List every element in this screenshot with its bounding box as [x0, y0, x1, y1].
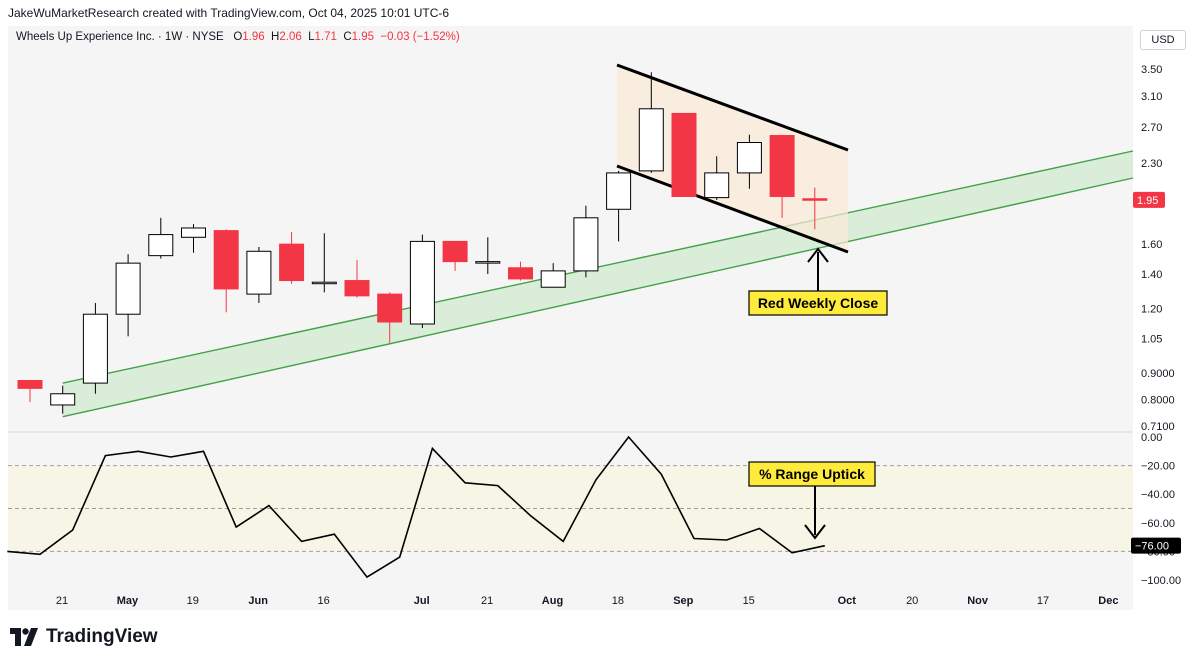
oscillator-tick-label: −20.00: [1141, 461, 1175, 473]
support-band-fill: [62, 151, 1134, 417]
candle-body: [17, 380, 43, 389]
time-tick-label: Oct: [838, 595, 857, 607]
channel-layer: [616, 63, 849, 254]
ohlc-high-value: 2.06: [279, 31, 302, 43]
candle-body: [638, 108, 664, 172]
last-price-label: 1.95: [1137, 195, 1158, 207]
time-tick-label: 20: [906, 595, 918, 607]
candle-body: [671, 112, 697, 197]
candle-body: [540, 270, 566, 288]
candle-body: [246, 250, 272, 295]
time-tick-label: 15: [743, 595, 755, 607]
time-tick-label: 19: [187, 595, 199, 607]
candle-body: [409, 240, 435, 325]
last-price-tag: [1133, 191, 1165, 208]
candle-body: [475, 261, 501, 264]
support-band-lower-line: [62, 177, 1134, 418]
candle-body: [606, 172, 632, 210]
candle-body: [311, 281, 337, 285]
oscillator-band-layer: [8, 431, 1133, 552]
price-tick-label: 1.40: [1141, 269, 1162, 281]
channel-fill: [617, 65, 848, 252]
time-tick-label: Nov: [967, 595, 989, 607]
oscillator-last-value-tag: [1131, 537, 1181, 554]
price-tick-label: 0.8000: [1141, 394, 1175, 406]
symbol-name: Wheels Up Experience Inc. · 1W · NYSE: [16, 31, 224, 43]
callout-box-range-uptick: [748, 461, 876, 487]
candle-body: [704, 172, 730, 199]
oscillator-tick-label: 0.00: [1141, 432, 1162, 444]
time-axis: 21 May 19 Jun 16 Jul 21 Aug 18 Sep 15 Oct 20 Nov 17 Dec: [56, 595, 1119, 607]
price-axis: 0.7100 0.8000 0.9000 1.05 1.20 1.40 1.60 2.30 2.…: [1133, 64, 1175, 433]
candle-body: [344, 280, 370, 297]
time-tick-label: Dec: [1098, 595, 1118, 607]
ohlc-close-value: 1.95: [351, 31, 375, 43]
price-tick-label: 2.70: [1141, 122, 1162, 134]
symbol-legend: Wheels Up Experience Inc. · 1W · NYSE O1…: [16, 31, 460, 43]
oscillator-tick-label: −100.00: [1141, 575, 1181, 587]
ohlc-low-label: L: [308, 31, 315, 43]
candle-body: [148, 234, 174, 257]
time-tick-label: 21: [481, 595, 493, 607]
time-tick-label: Aug: [542, 595, 563, 607]
price-tick-label: 3.50: [1141, 64, 1162, 76]
oscillator-tick-label: −60.00: [1141, 518, 1175, 530]
time-tick-label: Jun: [248, 595, 268, 607]
oscillator-tick-label: −40.00: [1141, 489, 1175, 501]
time-tick-label: 21: [56, 595, 68, 607]
tradingview-logo-icon: [10, 628, 38, 646]
ohlc-open-label: O: [233, 31, 243, 43]
candle-body: [573, 217, 599, 272]
price-tick-label: 0.9000: [1141, 368, 1175, 380]
time-tick-label: 16: [317, 595, 329, 607]
price-tick-label: 1.20: [1141, 304, 1162, 316]
candle-body: [50, 393, 76, 406]
callout-box-red-weekly-close: [748, 290, 888, 316]
callout-arrow-head: [807, 247, 829, 263]
ohlc-low-value: 1.71: [314, 31, 337, 43]
callout-text-range-uptick: % Range Uptick: [759, 466, 865, 482]
candle-body: [802, 198, 828, 201]
price-tick-label: 3.10: [1141, 91, 1162, 103]
candles-layer: [17, 72, 828, 414]
ohlc-open-value: 1.96: [242, 31, 265, 43]
time-tick-label: Jul: [414, 595, 430, 607]
price-tick-label: 1.60: [1141, 239, 1162, 251]
price-tick-label: 2.30: [1141, 158, 1162, 170]
candle-body: [442, 240, 468, 263]
oscillator-series-line: [7, 435, 825, 579]
oscillator-axis: 0.00−20.00−40.00−60.00−80.00−100.00−76.0…: [1131, 432, 1181, 587]
callout-arrow-head: [804, 524, 826, 540]
time-tick-label: 18: [612, 595, 624, 607]
tradingview-logo[interactable]: TradingView: [10, 624, 158, 650]
time-tick-label: 17: [1037, 595, 1049, 607]
ohlc-close-label: C: [343, 31, 352, 43]
oscillator-last-value-label: −76.00: [1135, 541, 1169, 553]
chart-credit: JakeWuMarketResearch created with Tradin…: [8, 6, 450, 20]
callout-text-red-weekly-close: Red Weekly Close: [758, 295, 879, 311]
price-tick-label: 0.7100: [1141, 421, 1175, 433]
price-tick-label: 1.05: [1141, 333, 1162, 345]
ohlc-change-value: −0.03 (−1.52%): [380, 31, 460, 43]
time-tick-label: Sep: [673, 595, 693, 607]
candle-body: [279, 243, 305, 282]
candle-body: [213, 230, 239, 290]
candle-body: [377, 293, 403, 323]
callouts-layer: Red Weekly Close % Range Uptick: [748, 247, 888, 540]
ohlc-high-label: H: [271, 31, 280, 43]
currency-selector[interactable]: USD: [1140, 30, 1186, 50]
candle-body: [181, 227, 206, 238]
candle-body: [736, 142, 762, 174]
candle-body: [115, 262, 141, 315]
oscillator-line-layer: [7, 435, 825, 579]
channel-upper-line: [616, 63, 849, 152]
candle-body: [508, 267, 533, 280]
channel-lower-line: [616, 164, 849, 254]
tradingview-brand: TradingView: [46, 626, 158, 647]
candle-body: [769, 135, 795, 197]
time-tick-label: May: [117, 595, 139, 607]
candle-body: [82, 313, 108, 384]
